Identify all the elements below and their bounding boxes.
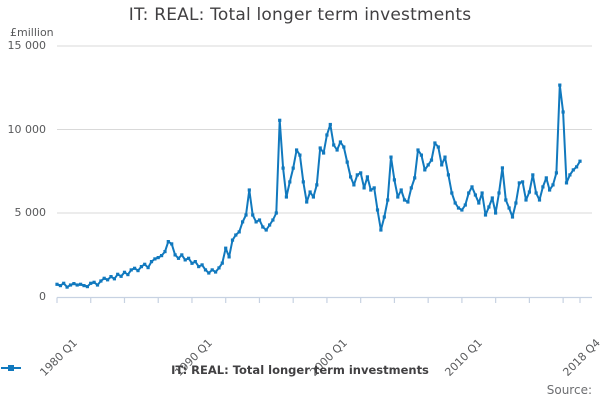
y-axis-unit-label: £million [10,26,54,39]
legend: IT: REAL: Total longer term investments [0,363,600,377]
legend-series-label: IT: REAL: Total longer term investments [171,363,429,377]
source-label: Source: [546,383,592,397]
y-tick-label: 15 000 [7,39,47,52]
y-tick-label: 0 [39,289,46,303]
y-tick-label: 10 000 [7,122,47,136]
legend-line-marker-icon [1,365,21,371]
chart-title: IT: REAL: Total longer term investments [128,5,472,25]
y-tick-label: 5 000 [14,206,47,219]
